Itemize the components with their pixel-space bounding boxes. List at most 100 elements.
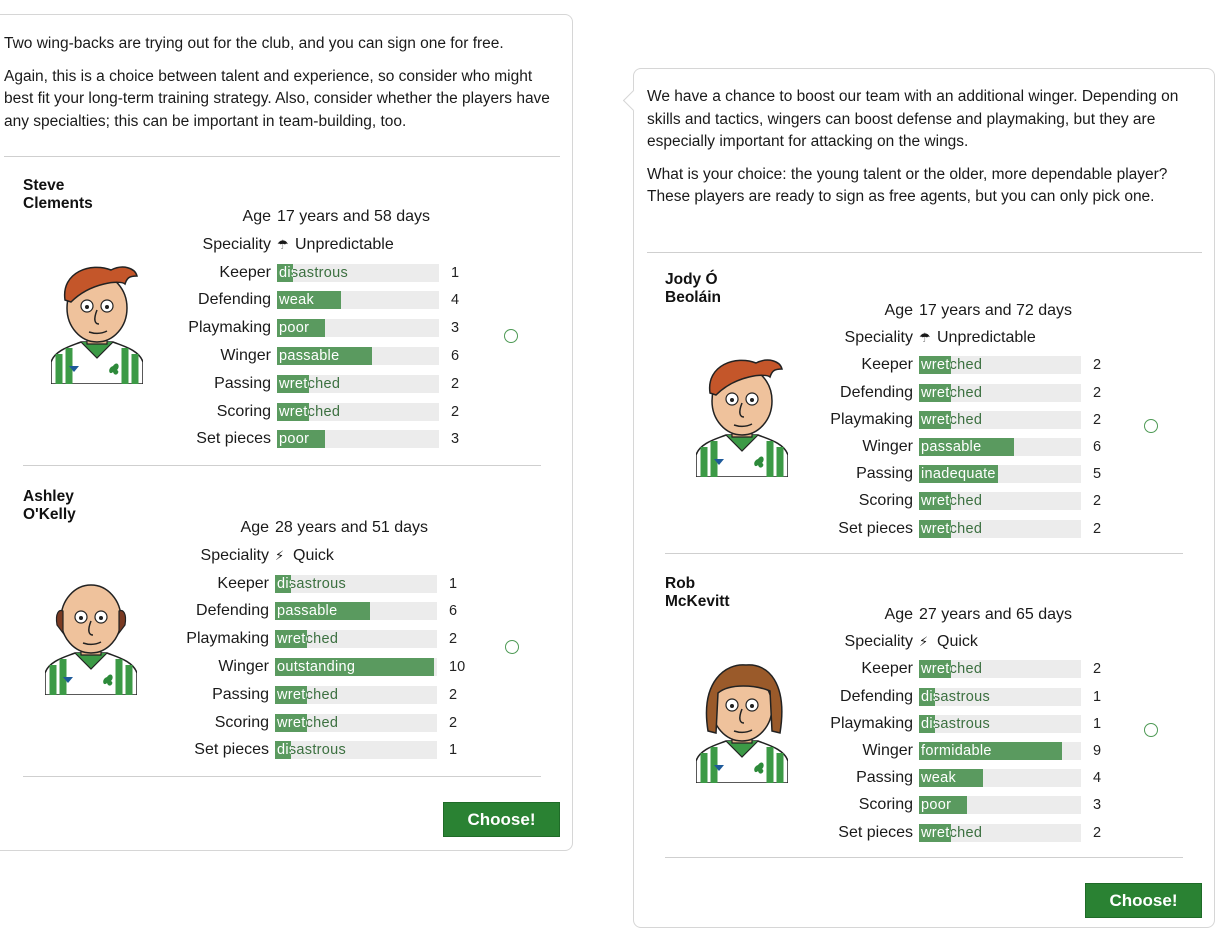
skill-bar-fill	[277, 264, 293, 282]
skill-bar-fill	[277, 403, 309, 421]
skill-bar-fill	[919, 715, 935, 733]
skill-bar-fill	[919, 824, 951, 842]
skill-value: 1	[449, 576, 458, 592]
skill-level-on-fill: passable	[921, 439, 982, 455]
select-player-radio[interactable]	[505, 640, 519, 654]
skill-row: Scoring wretchedwretched 2	[215, 713, 465, 733]
row-label: Winger	[220, 347, 271, 364]
umbrella-icon: ☂	[277, 237, 289, 252]
row-label: Passing	[212, 686, 269, 703]
row-label: Winger	[862, 742, 913, 759]
skill-bar: inadequateinadequate	[919, 465, 1081, 483]
choose-button[interactable]: Choose!	[1085, 883, 1202, 918]
player-avatar	[50, 262, 144, 389]
player-name: Ashley O'Kelly	[23, 488, 76, 523]
skill-bar: weakweak	[919, 769, 1081, 787]
skill-bar-fill	[919, 356, 951, 374]
skill-row: Keeper wretchedwretched 2	[861, 355, 1109, 375]
row-label: Speciality	[200, 547, 269, 564]
skill-bar-fill	[919, 660, 951, 678]
row-label: Playmaking	[188, 319, 271, 336]
skill-bar-fill	[919, 492, 951, 510]
skill-row: Playmaking wretchedwretched 2	[830, 410, 1109, 430]
skill-bar-fill	[919, 520, 951, 538]
skill-level-on-fill: wretched	[921, 385, 951, 401]
player-name: Jody Ó Beoláin	[665, 271, 721, 306]
skill-value: 2	[1093, 521, 1102, 537]
divider	[647, 252, 1202, 253]
age-row: Age 17 years and 72 days	[885, 301, 1109, 321]
row-label: Age	[884, 606, 913, 623]
skill-level-on-fill: disastrous	[921, 716, 935, 732]
skill-bar-fill	[275, 741, 291, 759]
skill-bar-fill	[277, 375, 309, 393]
age-row: Age 17 years and 58 days	[243, 207, 467, 227]
skill-bar-fill	[919, 465, 998, 483]
skill-row: Defending weakweak 4	[198, 290, 467, 310]
skill-value: 6	[451, 348, 460, 364]
divider	[665, 553, 1183, 554]
skill-row: Winger passablepassable 6	[862, 437, 1109, 457]
choose-button[interactable]: Choose!	[443, 802, 560, 837]
skill-bar: passablepassable	[275, 602, 437, 620]
age-value: 28 years and 51 days	[275, 519, 428, 536]
divider	[665, 857, 1183, 858]
skill-row: Winger passablepassable 6	[220, 346, 467, 366]
skill-row: Set pieces disastrousdisastrous 1	[194, 740, 465, 760]
skill-row: Passing weakweak 4	[856, 768, 1109, 788]
skill-level-on-fill: wretched	[921, 825, 951, 841]
skill-bar: disastrousdisastrous	[275, 741, 437, 759]
age-value: 17 years and 72 days	[919, 302, 1072, 319]
skill-value: 1	[451, 265, 460, 281]
select-player-radio[interactable]	[1144, 419, 1158, 433]
skill-bar: wretchedwretched	[919, 411, 1081, 429]
skill-level: disastrous	[277, 576, 347, 592]
speciality-row: Speciality ☂ Unpredictable	[203, 235, 467, 255]
skill-bar-fill	[275, 630, 307, 648]
skill-value: 3	[1093, 797, 1102, 813]
speciality-value: ☂ Unpredictable	[277, 235, 394, 255]
skill-bar: disastrousdisastrous	[277, 264, 439, 282]
skill-value: 1	[1093, 716, 1102, 732]
skill-row: Keeper wretchedwretched 2	[861, 659, 1109, 679]
row-label: Speciality	[844, 329, 913, 346]
skill-value: 6	[1093, 439, 1102, 455]
select-player-radio[interactable]	[504, 329, 518, 343]
row-label: Keeper	[217, 575, 269, 592]
select-player-radio[interactable]	[1144, 723, 1158, 737]
skill-row: Set pieces poorpoor 3	[196, 429, 467, 449]
skill-bar-fill	[275, 575, 291, 593]
row-label: Keeper	[219, 264, 271, 281]
skill-row: Winger formidableformidable 9	[862, 741, 1109, 761]
skill-value: 4	[1093, 770, 1102, 786]
skill-bar: wretchedwretched	[275, 686, 437, 704]
skill-bar: poorpoor	[277, 319, 439, 337]
skill-value: 4	[451, 292, 460, 308]
skill-level-on-fill: passable	[277, 603, 338, 619]
row-label: Set pieces	[194, 741, 269, 758]
skill-row: Scoring poorpoor 3	[859, 795, 1109, 815]
skill-value: 1	[1093, 689, 1102, 705]
player-avatar	[695, 661, 789, 788]
skill-value: 1	[449, 742, 458, 758]
skill-bar-fill	[275, 658, 434, 676]
skill-value: 2	[1093, 412, 1102, 428]
skill-value: 3	[451, 320, 460, 336]
intro-paragraph: Again, this is a choice between talent a…	[4, 67, 550, 130]
skill-bar-fill	[919, 438, 1014, 456]
skill-row: Playmaking wretchedwretched 2	[186, 629, 465, 649]
offer-intro: Two wing-backs are trying out for the cl…	[4, 33, 559, 133]
skill-row: Playmaking poorpoor 3	[188, 318, 467, 338]
speciality-row: Speciality ⚡ Quick	[201, 546, 465, 566]
row-label: Playmaking	[830, 715, 913, 732]
skill-level-on-fill: poor	[279, 320, 310, 336]
right-offer-panel: We have a chance to boost our team with …	[633, 68, 1215, 928]
skill-value: 2	[451, 404, 460, 420]
skill-level-on-fill: disastrous	[277, 576, 291, 592]
skill-value: 2	[451, 376, 460, 392]
skill-bar-fill	[275, 714, 307, 732]
skill-row: Scoring wretchedwretched 2	[859, 491, 1109, 511]
row-label: Scoring	[858, 492, 913, 509]
speciality-row: Speciality ☂ Unpredictable	[845, 328, 1109, 348]
player-name: Steve Clements	[23, 177, 93, 212]
